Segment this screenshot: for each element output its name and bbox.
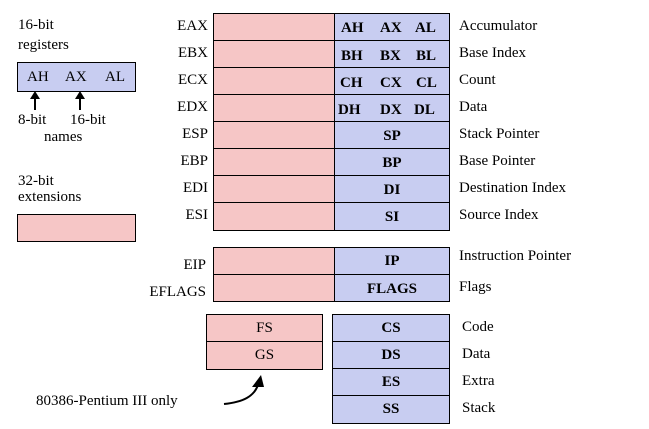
segment-fs: FS [256, 320, 273, 336]
legend-16bit-title-2: registers [18, 37, 69, 53]
general-extension-block [213, 13, 335, 231]
desc-flags: Flags [459, 279, 492, 295]
desc-extra: Extra [462, 373, 495, 389]
subreg-si: SI [384, 209, 400, 225]
subreg-ip: IP [384, 253, 400, 269]
desc-segment-data: Data [462, 346, 491, 362]
desc-stack: Stack [462, 400, 496, 416]
segment-es: ES [381, 374, 401, 390]
desc-stack-pointer: Stack Pointer [459, 126, 540, 142]
segment-ss: SS [382, 401, 400, 417]
subreg-bx: BX [380, 48, 401, 64]
subreg-ch: CH [340, 75, 363, 91]
subreg-bp: BP [382, 155, 402, 171]
legend-names-label: names [44, 129, 83, 145]
subreg-al: AL [415, 20, 436, 36]
subreg-bl: BL [416, 48, 437, 64]
subreg-cl: CL [416, 75, 437, 91]
register-name-esi: ESI [185, 207, 209, 223]
legend-ax: AX [65, 69, 87, 85]
legend-8bit-label: 8-bit [18, 112, 47, 128]
desc-source-index: Source Index [459, 207, 539, 223]
desc-base-index: Base Index [459, 45, 527, 61]
pentium-only-note: 80386-Pentium III only [36, 393, 178, 409]
subreg-bh: BH [341, 48, 363, 64]
subreg-dh: DH [338, 102, 361, 118]
legend-al: AL [105, 69, 125, 85]
up-arrow-icon [30, 91, 40, 110]
up-arrow-icon [75, 91, 85, 110]
register-name-ebp: EBP [180, 153, 208, 169]
register-name-eax: EAX [177, 18, 208, 34]
desc-instruction-pointer: Instruction Pointer [459, 248, 572, 264]
subreg-di: DI [383, 182, 401, 198]
desc-data: Data [459, 99, 488, 115]
subreg-dl: DL [414, 102, 435, 118]
desc-destination-index: Destination Index [459, 180, 567, 196]
register-name-edi: EDI [183, 180, 208, 196]
segment-ds: DS [381, 347, 401, 363]
legend-16bit-title: 16-bit [18, 17, 54, 33]
legend-ext-title: 32-bit [18, 173, 54, 189]
general-16bit-block [334, 13, 450, 231]
subreg-dx: DX [380, 102, 402, 118]
legend-extension-sample [17, 214, 136, 242]
desc-accumulator: Accumulator [459, 18, 538, 34]
legend-16bit-label: 16-bit [70, 112, 106, 128]
legend-ext-title-2: extensions [18, 189, 82, 205]
curved-arrow-icon [223, 375, 264, 405]
subreg-flags: FLAGS [366, 281, 417, 297]
segment-block [332, 314, 450, 424]
segment-gs: GS [254, 347, 275, 363]
subreg-cx: CX [380, 75, 402, 91]
legend-register-sample: AH AX AL [17, 62, 136, 92]
register-name-ecx: ECX [178, 72, 208, 88]
subreg-ax: AX [380, 20, 402, 36]
desc-base-pointer: Base Pointer [459, 153, 536, 169]
subreg-ah: AH [341, 20, 364, 36]
register-name-edx: EDX [177, 99, 208, 115]
desc-code: Code [462, 319, 494, 335]
segment-cs: CS [381, 320, 401, 336]
register-name-eflags: EFLAGS [149, 284, 206, 300]
fs-gs-block [206, 314, 323, 370]
register-name-ebx: EBX [178, 45, 208, 61]
desc-count: Count [459, 72, 496, 88]
subreg-sp: SP [383, 128, 401, 144]
register-name-eip: EIP [183, 257, 207, 273]
register-name-esp: ESP [182, 126, 208, 142]
legend-ah: AH [27, 69, 49, 85]
